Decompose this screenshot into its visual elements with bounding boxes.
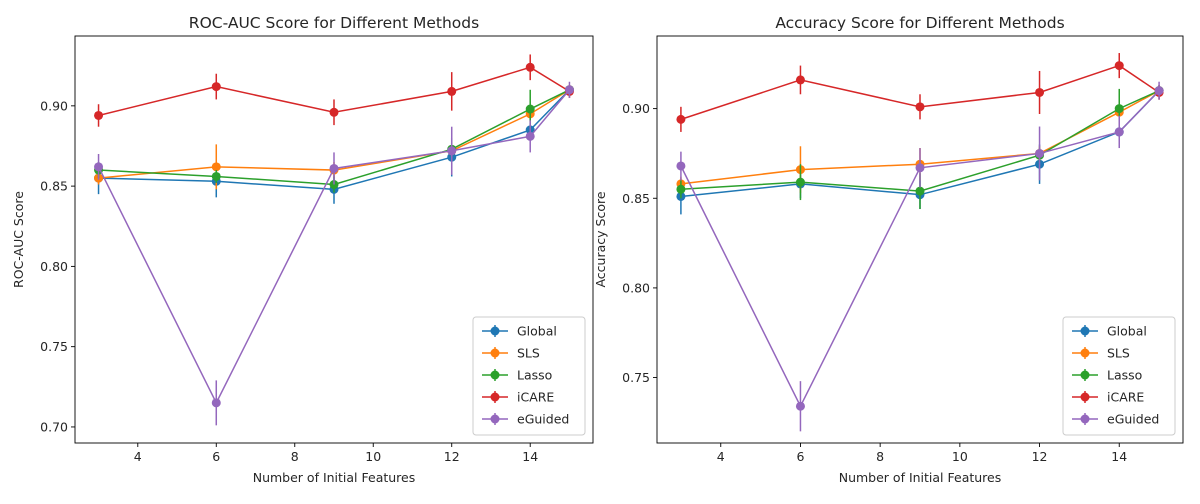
data-point <box>1114 61 1124 71</box>
y-tick-label: 0.90 <box>40 98 68 113</box>
legend-label: SLS <box>517 346 540 361</box>
data-point <box>1154 86 1164 96</box>
legend-marker <box>490 326 500 336</box>
data-point <box>915 102 925 112</box>
data-point <box>795 177 805 187</box>
series-line <box>680 90 1160 185</box>
y-tick-label: 0.85 <box>40 179 68 194</box>
x-tick-label: 4 <box>134 449 142 464</box>
data-point <box>329 163 339 173</box>
legend-marker <box>1080 414 1090 424</box>
y-axis-label: Accuracy Score <box>593 191 608 287</box>
y-tick-label: 0.70 <box>40 419 68 434</box>
data-point <box>1114 127 1124 137</box>
legend-label: Lasso <box>517 368 552 383</box>
data-point <box>447 146 457 156</box>
data-point <box>795 75 805 85</box>
data-point <box>525 104 535 114</box>
series-line <box>98 89 570 186</box>
chart-panel-2: Accuracy Score for Different Methods Numb… <box>593 14 1184 485</box>
y-axis-label: ROC-AUC Score <box>11 191 26 288</box>
y-tick-label: 0.80 <box>40 259 68 274</box>
y-tick-label: 0.85 <box>622 191 650 206</box>
data-point <box>329 107 339 117</box>
series-icare <box>94 54 574 127</box>
series-line <box>98 89 570 179</box>
legend-marker <box>1080 392 1090 402</box>
data-point <box>525 62 535 72</box>
x-axis-label: Number of Initial Features <box>253 470 416 485</box>
chart-title: Accuracy Score for Different Methods <box>775 14 1064 32</box>
data-point <box>211 82 221 92</box>
data-point <box>795 401 805 411</box>
legend-marker <box>1080 370 1090 380</box>
data-point <box>1035 87 1045 97</box>
x-tick-label: 14 <box>522 449 538 464</box>
y-tick-label: 0.90 <box>622 101 650 116</box>
x-tick-label: 12 <box>444 449 460 464</box>
legend-marker <box>490 392 500 402</box>
legend-box <box>472 316 586 436</box>
series-eguided <box>676 81 1164 432</box>
series-line <box>98 89 570 191</box>
data-point <box>676 161 686 171</box>
y-tick-label: 0.80 <box>622 280 650 295</box>
y-tick-label: 0.75 <box>622 370 650 385</box>
data-point <box>211 171 221 181</box>
series-eguided <box>94 81 574 426</box>
data-point <box>915 163 925 173</box>
series-line <box>680 90 1160 192</box>
x-tick-label: 10 <box>365 449 381 464</box>
legend-box <box>1062 316 1176 436</box>
data-point <box>525 131 535 141</box>
x-tick-label: 6 <box>796 449 804 464</box>
series-line <box>98 66 570 117</box>
data-point <box>564 85 574 95</box>
x-tick-label: 14 <box>1111 449 1127 464</box>
series-line <box>97 89 571 405</box>
legend-marker <box>1080 326 1090 336</box>
chart-title: ROC-AUC Score for Different Methods <box>189 14 479 32</box>
y-tick-label: 0.75 <box>40 339 68 354</box>
legend-label: eGuided <box>517 412 569 427</box>
data-point <box>211 162 221 172</box>
data-point <box>1114 104 1124 114</box>
series-line <box>680 64 1160 121</box>
legend-label: SLS <box>1107 346 1130 361</box>
x-tick-label: 4 <box>717 449 725 464</box>
series-icare <box>676 53 1164 132</box>
data-point <box>94 110 104 120</box>
legend: Global SLS Lasso iCARE eGuided <box>472 316 586 436</box>
chart-panel-1: ROC-AUC Score for Different Methods Numbe… <box>11 14 594 485</box>
data-point <box>676 184 686 194</box>
legend-marker <box>490 414 500 424</box>
legend: Global SLS Lasso iCARE eGuided <box>1062 316 1176 436</box>
legend-label: Global <box>1107 324 1147 339</box>
legend-label: Global <box>517 324 557 339</box>
data-point <box>915 186 925 196</box>
data-point <box>211 398 221 408</box>
x-tick-label: 8 <box>291 449 299 464</box>
x-tick-label: 10 <box>952 449 968 464</box>
legend-label: iCARE <box>1107 390 1144 405</box>
data-point <box>447 86 457 96</box>
axes-frame <box>656 35 1184 444</box>
legend-marker <box>1080 348 1090 358</box>
legend-label: eGuided <box>1107 412 1159 427</box>
axes-frame <box>74 35 594 444</box>
legend-marker <box>490 370 500 380</box>
x-tick-label: 8 <box>876 449 884 464</box>
legend-label: iCARE <box>517 390 554 405</box>
x-tick-label: 12 <box>1032 449 1048 464</box>
x-axis-label: Number of Initial Features <box>839 470 1002 485</box>
data-point <box>676 114 686 124</box>
x-tick-label: 6 <box>212 449 220 464</box>
legend-marker <box>490 348 500 358</box>
data-point <box>94 162 104 172</box>
data-point <box>1035 148 1045 158</box>
series-line <box>680 90 1160 408</box>
legend-label: Lasso <box>1107 368 1142 383</box>
